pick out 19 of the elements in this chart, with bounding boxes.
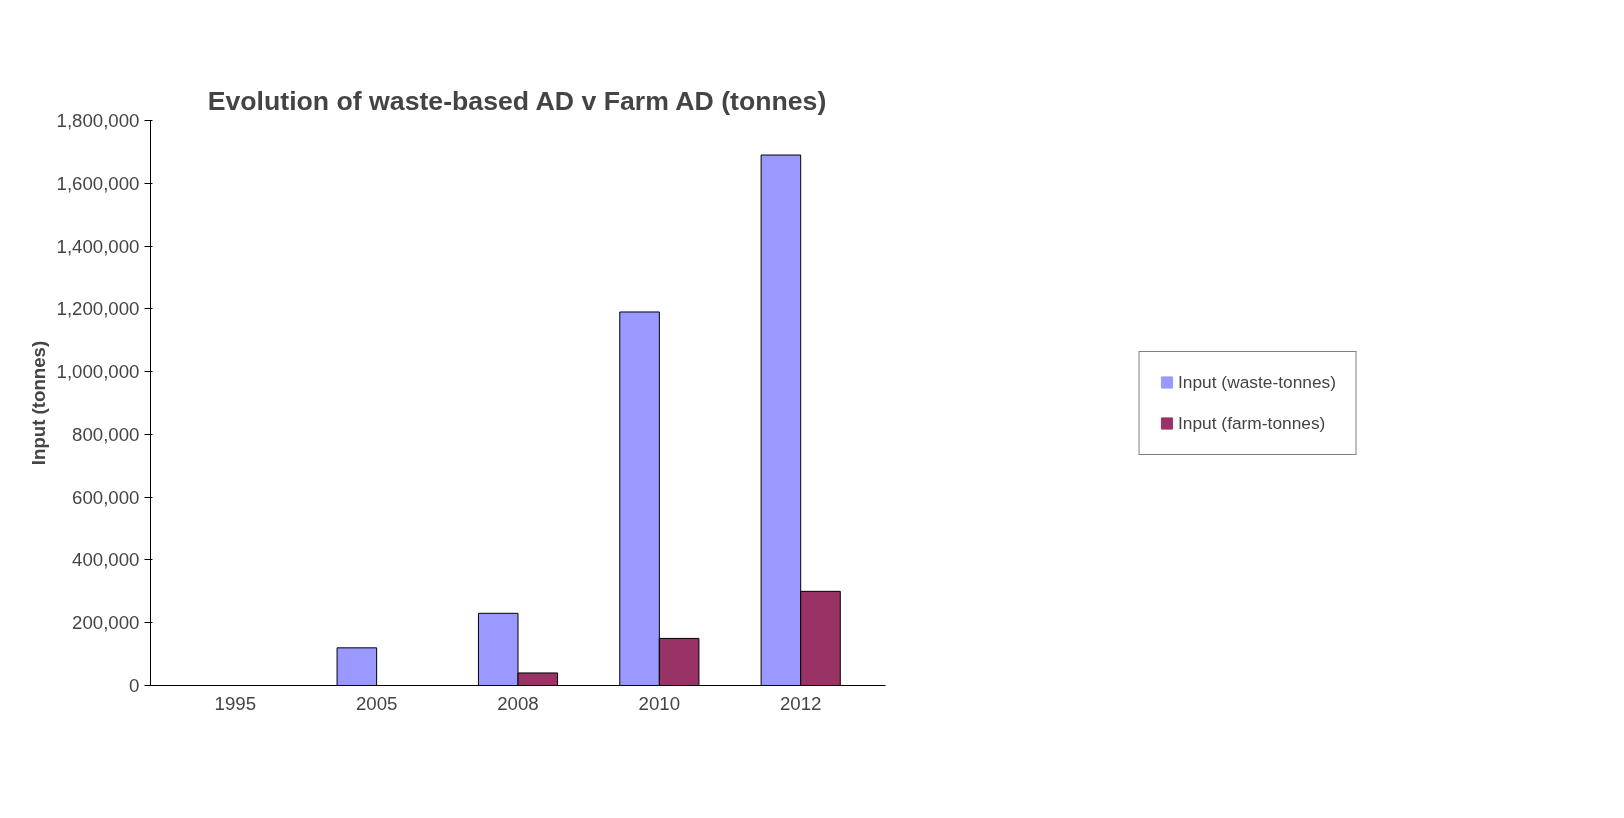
y-tick-label: 0 xyxy=(129,675,140,696)
y-tick-label: 200,000 xyxy=(72,612,140,634)
legend-label: Input (waste-tonnes) xyxy=(1178,371,1336,393)
x-tick-label: 2012 xyxy=(779,692,822,714)
y-tick-label: 400,000 xyxy=(72,549,140,571)
y-axis-title: Input (tonnes) xyxy=(27,340,49,466)
y-tick-label: 1,000,000 xyxy=(56,361,140,383)
y-tick-label: 800,000 xyxy=(72,423,140,445)
chart-title: Evolution of waste-based AD v Farm AD (tonnes) xyxy=(207,85,827,116)
y-tick-label: 600,000 xyxy=(72,486,140,508)
x-tick-label: 2008 xyxy=(497,692,539,714)
y-tick-label: 1,600,000 xyxy=(56,172,140,194)
y-tick-label: 1,400,000 xyxy=(56,235,140,257)
x-tick-label: 1995 xyxy=(214,692,257,714)
x-tick-label: 2010 xyxy=(638,692,681,714)
y-tick-label: 1,200,000 xyxy=(56,298,140,320)
x-tick-label: 2005 xyxy=(355,692,398,714)
y-tick-label: 1,800,000 xyxy=(56,110,140,131)
legend-label: Input (farm-tonnes) xyxy=(1178,412,1326,434)
